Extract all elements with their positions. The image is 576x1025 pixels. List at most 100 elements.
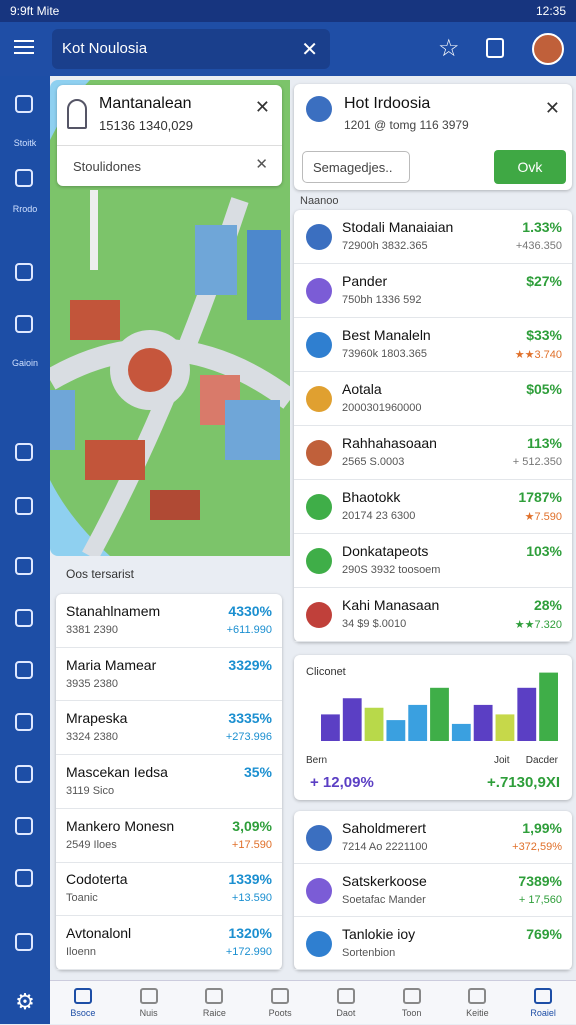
notify-button[interactable] (486, 38, 504, 58)
sidebar-icon[interactable] (15, 713, 33, 731)
nav-item[interactable]: Raice (182, 981, 248, 1025)
list-row[interactable]: Maria Mamear 3935 2380 3329% (56, 648, 282, 702)
row-sub: 3935 2380 (66, 677, 118, 690)
row-change: +273.996 (225, 731, 272, 744)
list-row[interactable]: Avtonalonl Iloenn 1320% +172.990 (56, 916, 282, 970)
list-row[interactable]: Satskerkoose Soetafac Mander 7389% + 17,560 (294, 864, 572, 917)
avatar[interactable] (532, 33, 564, 65)
sidebar-icon[interactable] (15, 661, 33, 679)
map-card-icon (67, 99, 87, 129)
settings-corner[interactable]: ⚙ (0, 980, 50, 1024)
status-time: 12:35 (535, 4, 566, 18)
bar (364, 707, 384, 741)
row-icon (306, 332, 332, 358)
list-row[interactable]: Aotala 2000301960000 $05% (294, 372, 572, 426)
close-button[interactable]: ✕ (254, 97, 270, 117)
nav-icon (336, 988, 355, 1004)
nav-icon (139, 988, 158, 1004)
input[interactable]: Semagedjes.. (302, 151, 410, 183)
sidebar: Stoitk Rrodo Gaioin (0, 76, 50, 980)
row-sub: Soetafac Mander (342, 893, 426, 906)
row-name: Kahi Manasaan (342, 597, 440, 613)
list-row[interactable]: Mankero Monesn 2549 Iloes 3,09% +17.590 (56, 809, 282, 863)
list-row[interactable]: Pander 750bh 1336 592 $27% (294, 264, 572, 318)
list-row[interactable]: Codoterta Toanic 1339% +13.590 (56, 863, 282, 917)
sidebar-icon[interactable] (15, 169, 33, 187)
row-name: Best Manaleln (342, 327, 431, 343)
list-row[interactable]: Mrapeska 3324 2380 3335% +273.996 (56, 701, 282, 756)
nav-item[interactable]: Daot (313, 981, 379, 1025)
list-row[interactable]: Stanahlnamem 3381 2390 4330% +611.990 (56, 594, 282, 648)
list-row[interactable]: Stodali Manaiaian 72900h 3832.365 1.33% +43… (294, 210, 572, 264)
list-row[interactable]: Rahhahasoaan 2565 S.0003 113% + 512.350 (294, 426, 572, 480)
clear-button[interactable]: ✕ (301, 39, 318, 61)
row-value: $33% (526, 327, 562, 343)
row-name: Stanahlnamem (66, 602, 161, 619)
row-change: ★★7.320 (514, 619, 562, 631)
row-name: Pander (342, 273, 388, 289)
x-label: Bern (306, 755, 327, 766)
nav-item[interactable]: Nuis (116, 981, 182, 1025)
clear-field[interactable]: ✕ (255, 156, 268, 173)
row-icon (306, 278, 332, 304)
row-sub: 2000301960000 (342, 402, 422, 414)
row-value: 1787% (518, 489, 562, 505)
sidebar-icon[interactable] (15, 315, 33, 333)
sidebar-icon[interactable] (15, 609, 33, 627)
row-sub: 34 $9 $.0010 (342, 618, 407, 630)
right-card: Hot Irdoosia 1201 @ tomg 116 3979 ✕ Sema… (294, 84, 572, 190)
sidebar-icon[interactable] (15, 497, 33, 515)
bar (430, 687, 449, 741)
sidebar-icon[interactable] (15, 933, 33, 951)
nav-item[interactable]: Keitie (445, 981, 511, 1025)
sidebar-icon[interactable] (15, 443, 33, 461)
row-value: 28% (533, 597, 562, 613)
sidebar-icon[interactable] (15, 869, 33, 887)
nav-item[interactable]: Toon (379, 981, 445, 1025)
row-change: ★★3.740 (514, 349, 562, 361)
divider (57, 145, 282, 146)
sidebar-label: Gaioin (11, 358, 38, 368)
list-row[interactable]: Bhaotokk 20174 23 6300 1787% ★7.590 (294, 480, 572, 534)
row-sub: 72900h 3832.365 (342, 240, 428, 252)
list-row[interactable]: Tanlokie ioy Sortenbion 769% (294, 917, 572, 970)
row-change: + 17,560 (518, 893, 562, 906)
right-card-title: Hot Irdoosia (344, 95, 431, 112)
list-row[interactable]: Mascekan Iedsa 3119 Sico 35% (56, 755, 282, 809)
sidebar-icon[interactable] (15, 817, 33, 835)
row-change: +372,59% (512, 840, 562, 853)
row-icon (306, 930, 332, 957)
row-icon (306, 386, 332, 412)
sidebar-icon[interactable] (15, 765, 33, 783)
ok-button[interactable]: Ovk (494, 150, 566, 184)
list-row[interactable]: Donkatapeots 290S 3932 toosoem 103% (294, 534, 572, 588)
star-button[interactable]: ☆ (438, 35, 460, 62)
bar (451, 723, 471, 741)
list-row[interactable]: Best Manaleln 73960k 1803.365 $33% ★★3.740 (294, 318, 572, 372)
menu-button[interactable] (14, 40, 34, 54)
row-value: 1320% (228, 925, 272, 942)
nav-icon (402, 988, 421, 1004)
row-value: $27% (526, 273, 562, 289)
search-box[interactable]: Kot Noulosia ✕ (52, 29, 330, 69)
sidebar-icon[interactable] (15, 95, 33, 113)
chart-card: Cliconet Bern Joit Dacder + 12,09% +.7130,9XI (294, 655, 572, 800)
sidebar-icon[interactable] (15, 263, 33, 281)
list-row[interactable]: Saholdmerert 7214 Ao 2221100 1,99% +372,59% (294, 811, 572, 864)
sidebar-label: Stoitk (13, 138, 37, 148)
close-button[interactable]: ✕ (544, 98, 560, 118)
map-card-field[interactable]: Stoulidones (73, 159, 141, 174)
row-icon (306, 877, 332, 904)
row-value: 1339% (228, 871, 272, 888)
bar (342, 698, 362, 741)
row-name: Bhaotokk (342, 489, 401, 505)
nav-item[interactable]: Poots (247, 981, 313, 1025)
row-name: Avtonalonl (66, 925, 132, 942)
list-row[interactable]: Kahi Manasaan 34 $9 $.0010 28% ★★7.320 (294, 588, 572, 642)
row-name: Codoterta (66, 871, 128, 888)
nav-item[interactable]: Bsoce (50, 981, 116, 1025)
sidebar-icon[interactable] (15, 557, 33, 575)
nav-item[interactable]: Roaiel (510, 981, 576, 1025)
row-name: Mrapeska (66, 710, 128, 727)
